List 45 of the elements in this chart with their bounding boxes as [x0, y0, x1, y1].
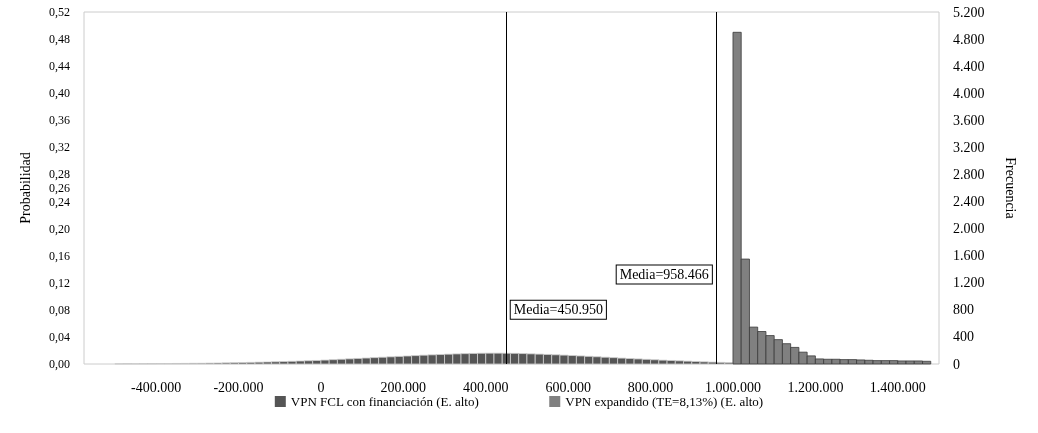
- x-tick-label: -200.000: [213, 379, 264, 395]
- y2-tick-label: 1.600: [953, 248, 985, 264]
- y2-tick-label: 800: [953, 302, 974, 318]
- y2-tick-label: 1.200: [953, 275, 985, 291]
- y-tick-label: 0,08: [49, 302, 70, 317]
- y-axis-title: Probabilidad: [17, 152, 33, 224]
- y-tick-label: 0,40: [49, 86, 70, 101]
- y2-tick-label: 5.200: [953, 4, 985, 20]
- y2-tick-label: 4.800: [953, 31, 985, 47]
- x-tick-label: -400.000: [131, 379, 182, 395]
- y-tick-label: 0,28: [49, 167, 70, 182]
- x-tick-label: 200.000: [380, 379, 427, 395]
- x-tick-label: 1.400.000: [869, 379, 926, 395]
- y-tick-label: 0,20: [49, 221, 70, 236]
- y-tick-label: 0,24: [49, 194, 70, 209]
- y-tick-label: 0,48: [49, 32, 70, 47]
- x-tick-label: 600.000: [545, 379, 591, 395]
- y-tick-label: 0,36: [49, 113, 70, 128]
- y-tick-label: 0,12: [49, 275, 70, 290]
- y2-tick-label: 0: [953, 356, 960, 372]
- x-tick-label: 400.000: [463, 379, 509, 395]
- x-tick-label: 1.000.000: [704, 379, 761, 395]
- y2-tick-label: 4.400: [953, 58, 985, 74]
- y2-tick-label: 2.000: [953, 221, 985, 237]
- y-tick-label: 0,16: [49, 248, 70, 263]
- x-tick-label: 1.200.000: [787, 379, 844, 395]
- y-tick-label: 0,26: [49, 181, 70, 195]
- y2-tick-label: 2.400: [953, 194, 985, 210]
- y2-tick-label: 4.000: [953, 85, 985, 101]
- y-tick-label: 0,04: [49, 329, 70, 344]
- y-tick-label: 0,00: [49, 357, 70, 371]
- y2-tick-label: 400: [953, 329, 974, 345]
- y2-axis-title: Frecuencia: [1002, 157, 1018, 220]
- y-tick-label: 0,52: [49, 5, 70, 19]
- x-tick-label: 0: [317, 379, 325, 395]
- legend-label: VPN expandido (TE=8,13%) (E. alto): [565, 394, 764, 409]
- y-tick-label: 0,32: [49, 140, 70, 155]
- y2-tick-label: 2.800: [953, 166, 985, 182]
- legend-label: VPN FCL con financiación (E. alto): [290, 394, 479, 409]
- y2-tick-label: 3.200: [953, 139, 985, 155]
- ref-line-label: Media=958.466: [619, 266, 709, 282]
- y2-tick-label: 3.600: [953, 112, 985, 128]
- y-tick-label: 0,44: [49, 59, 70, 74]
- x-tick-label: 800.000: [627, 379, 674, 395]
- ref-line-label: Media=450.950: [513, 302, 603, 318]
